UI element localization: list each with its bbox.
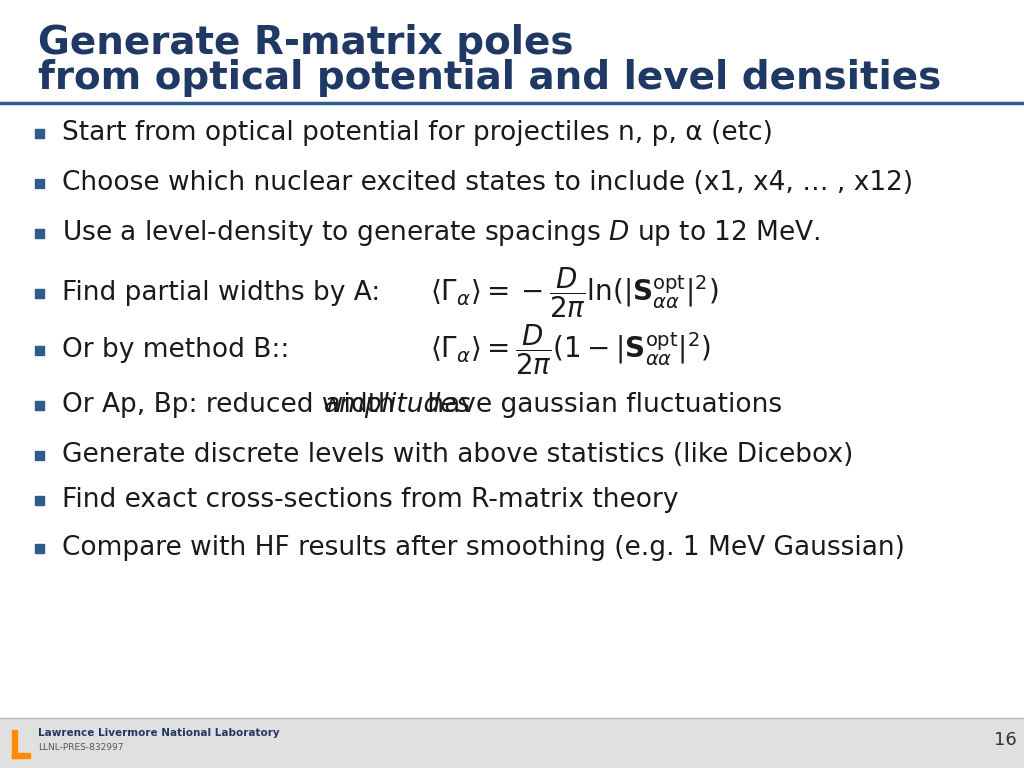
Text: $\langle\Gamma_\alpha\rangle = -\dfrac{D}{2\pi}\ln(|\mathbf{S}^{\mathrm{opt}}_{\: $\langle\Gamma_\alpha\rangle = -\dfrac{D… <box>430 266 719 320</box>
Bar <box>12 753 30 758</box>
Text: Or Ap, Bp: reduced width: Or Ap, Bp: reduced width <box>62 392 403 418</box>
Text: Find exact cross-sections from R-matrix theory: Find exact cross-sections from R-matrix … <box>62 487 679 513</box>
Text: have gaussian fluctuations: have gaussian fluctuations <box>419 392 782 418</box>
Bar <box>35 229 44 237</box>
Bar <box>35 400 44 409</box>
Text: amplitudes: amplitudes <box>324 392 471 418</box>
Text: Use a level-density to generate spacings $D$ up to 12 MeV.: Use a level-density to generate spacings… <box>62 218 820 248</box>
Bar <box>35 451 44 459</box>
Text: Or Ap, Bp: reduced width ​: Or Ap, Bp: reduced width ​ <box>62 392 403 418</box>
Bar <box>0 718 1024 768</box>
Text: Compare with HF results after smoothing (e.g. 1 MeV Gaussian): Compare with HF results after smoothing … <box>62 535 905 561</box>
Text: Choose which nuclear excited states to include (x1, x4, … , x12): Choose which nuclear excited states to i… <box>62 170 913 196</box>
Text: 16: 16 <box>993 731 1017 749</box>
Text: LLNL-PRES-832997: LLNL-PRES-832997 <box>38 743 124 752</box>
Text: from optical potential and level densities: from optical potential and level densiti… <box>38 59 941 97</box>
Text: Find partial widths by A:: Find partial widths by A: <box>62 280 380 306</box>
Text: Generate R-matrix poles: Generate R-matrix poles <box>38 24 573 62</box>
Bar <box>35 495 44 505</box>
Text: $\langle\Gamma_\alpha\rangle = \dfrac{D}{2\pi}(1 - |\mathbf{S}^{\mathrm{opt}}_{\: $\langle\Gamma_\alpha\rangle = \dfrac{D}… <box>430 323 711 377</box>
Bar <box>35 346 44 355</box>
Bar <box>35 544 44 552</box>
Text: Lawrence Livermore National Laboratory: Lawrence Livermore National Laboratory <box>38 728 280 738</box>
Text: Or by method B::: Or by method B:: <box>62 337 290 363</box>
Bar <box>35 128 44 137</box>
Bar <box>35 289 44 297</box>
Bar <box>12 730 17 758</box>
Bar <box>35 178 44 187</box>
Text: Start from optical potential for projectiles n, p, α (etc): Start from optical potential for project… <box>62 120 773 146</box>
Text: Generate discrete levels with above statistics (like Dicebox): Generate discrete levels with above stat… <box>62 442 853 468</box>
